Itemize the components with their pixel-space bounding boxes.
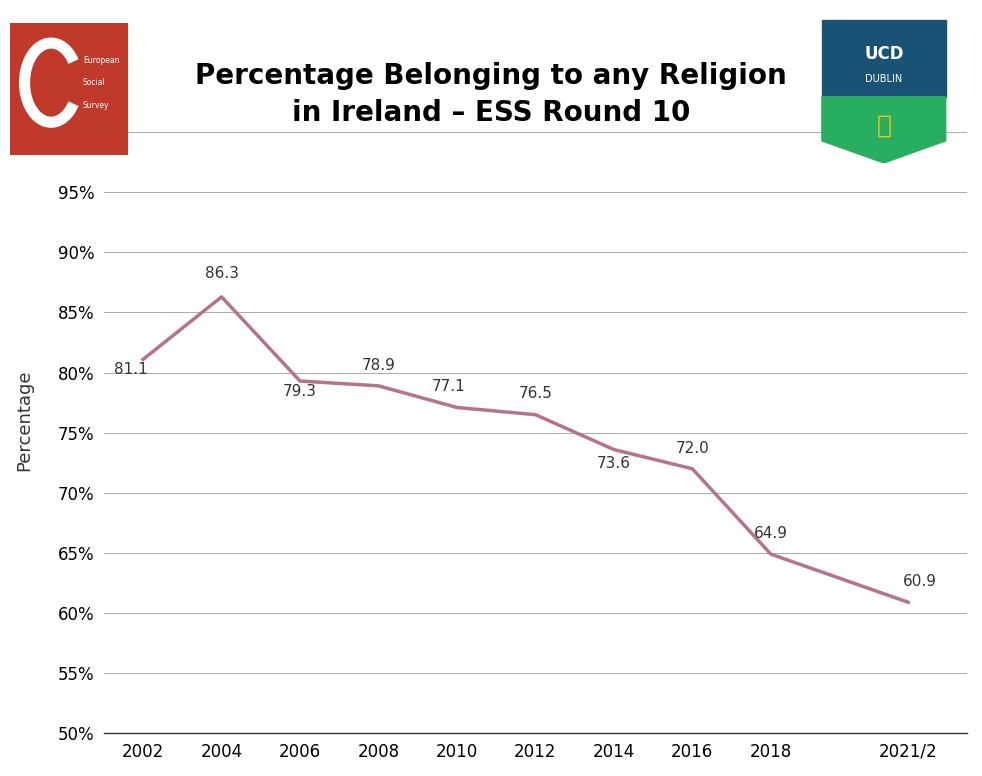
Text: 73.6: 73.6 <box>597 456 630 471</box>
Text: 𝄢: 𝄢 <box>876 114 892 138</box>
Text: Social: Social <box>82 78 106 87</box>
Text: 78.9: 78.9 <box>361 358 396 372</box>
FancyBboxPatch shape <box>822 20 946 96</box>
Text: Percentage Belonging to any Religion
in Ireland – ESS Round 10: Percentage Belonging to any Religion in … <box>195 62 787 127</box>
Text: UCD: UCD <box>864 45 903 63</box>
Text: European: European <box>82 56 120 64</box>
Text: 60.9: 60.9 <box>902 574 937 589</box>
Text: 77.1: 77.1 <box>432 379 466 394</box>
Text: 81.1: 81.1 <box>115 362 148 377</box>
Text: DUBLIN: DUBLIN <box>865 74 902 84</box>
Text: 76.5: 76.5 <box>518 386 552 401</box>
Text: Survey: Survey <box>82 101 109 109</box>
Text: 79.3: 79.3 <box>283 384 317 399</box>
Text: 86.3: 86.3 <box>204 266 239 281</box>
Y-axis label: Percentage: Percentage <box>15 370 33 472</box>
Polygon shape <box>822 96 946 163</box>
Text: 64.9: 64.9 <box>754 526 788 541</box>
Text: 72.0: 72.0 <box>676 441 709 456</box>
